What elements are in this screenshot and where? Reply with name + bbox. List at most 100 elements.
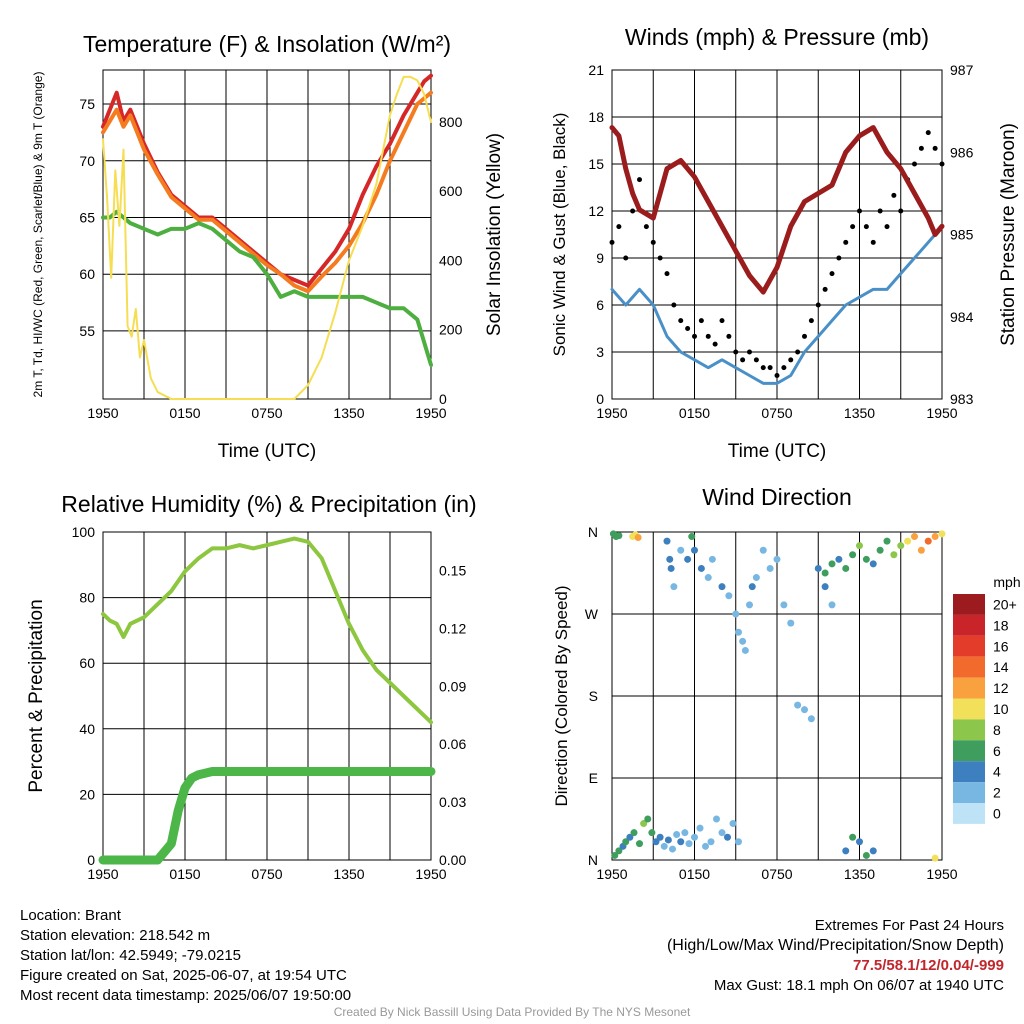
- direction-point: [669, 845, 676, 853]
- winds-y2-axis-label: Station Pressure (Maroon): [998, 123, 1019, 346]
- direction-y-tick-label: N: [588, 524, 598, 540]
- direction-point: [684, 555, 692, 563]
- direction-point: [828, 601, 836, 609]
- legend-swatch: [953, 761, 985, 783]
- direction-point: [876, 546, 884, 554]
- humidity-x-tick-label: 0150: [169, 866, 200, 882]
- direction-point: [828, 560, 836, 568]
- direction-point: [849, 551, 857, 559]
- speed-legend: mph 20+ 18 16 14 12 10 8 6 4 2 0: [953, 574, 1021, 824]
- legend-swatch: [953, 803, 985, 824]
- direction-y-axis-label: Direction (Colored By Speed): [552, 585, 571, 806]
- direction-x-tick-label: 1950: [926, 866, 957, 882]
- legend-label: 14: [993, 659, 1009, 675]
- direction-point: [615, 847, 623, 855]
- legend-label: 16: [993, 638, 1009, 654]
- legend-swatch: [953, 740, 985, 762]
- temperature-series-orange: [101, 90, 433, 294]
- winds-gust-point: [822, 286, 828, 292]
- direction-point: [636, 840, 643, 848]
- direction-point: [670, 583, 678, 591]
- direction-point: [924, 537, 932, 545]
- humidity-series-rh_green: [101, 536, 433, 725]
- direction-point: [681, 829, 689, 837]
- winds-y-tick-label: 18: [588, 109, 604, 125]
- direction-point: [663, 537, 671, 545]
- legend-title: mph: [993, 574, 1020, 590]
- winds-gust-point: [918, 145, 924, 151]
- winds-y-tick-label: 3: [596, 344, 604, 360]
- winds-gust-point: [815, 302, 821, 308]
- extremes-title: Extremes For Past 24 Hours: [814, 917, 1004, 934]
- legend-swatch: [953, 719, 985, 741]
- direction-point: [644, 815, 652, 823]
- direction-point: [630, 829, 638, 837]
- direction-point: [814, 564, 822, 572]
- winds-title: Winds (mph) & Pressure (mb): [625, 24, 929, 50]
- temperature-y2-tick-label: 0: [439, 391, 447, 407]
- winds-gust-point: [884, 224, 890, 230]
- winds-gust-point: [692, 333, 697, 339]
- legend-swatch: [953, 656, 985, 678]
- direction-y-tick-label: W: [585, 606, 599, 622]
- humidity-series-precip_green: [98, 766, 436, 865]
- direction-x-tick-label: 0750: [761, 866, 792, 882]
- direction-point: [931, 533, 939, 541]
- extremes-subtitle: (High/Low/Max Wind/Precipitation/Snow De…: [666, 937, 1004, 954]
- temperature-y-axis-label: 2m T, Td, HI/WC (Red, Green, Scarlet/Blu…: [31, 72, 45, 398]
- humidity-y2-tick-label: 0.12: [439, 620, 466, 636]
- direction-point: [732, 610, 740, 618]
- direction-point: [677, 838, 685, 846]
- humidity-y-tick-label: 60: [79, 655, 95, 671]
- winds-y-axis-label: Sonic Wind & Gust (Blue, Black): [550, 113, 569, 357]
- winds-y-tick-label: 12: [588, 203, 604, 219]
- legend-swatch: [953, 677, 985, 699]
- winds-gust-point: [753, 357, 759, 363]
- winds-x-tick-label: 1350: [844, 405, 875, 421]
- winds-gust-point: [705, 333, 711, 339]
- temperature-x-tick-label: 1950: [87, 405, 118, 421]
- direction-point: [938, 530, 946, 538]
- direction-point: [869, 847, 877, 855]
- direction-point: [849, 833, 857, 841]
- winds-gust-point: [616, 224, 622, 230]
- winds-gust-point: [877, 208, 883, 214]
- humidity-y-axis-label: Percent & Precipitation: [26, 599, 47, 792]
- temperature-y-tick-label: 55: [79, 323, 95, 339]
- winds-gust-point: [857, 208, 862, 214]
- temperature-y-tick-label: 60: [79, 266, 95, 282]
- temperature-y2-axis-label: Solar Insolation (Yellow): [484, 133, 505, 336]
- winds-gust-point: [863, 224, 869, 230]
- humidity-y-tick-label: 100: [72, 524, 96, 540]
- extremes-info: Extremes For Past 24 Hours (High/Low/Max…: [667, 916, 1004, 996]
- humidity-title: Relative Humidity (%) & Precipitation (i…: [61, 491, 476, 517]
- winds-y-tick-label: 9: [596, 250, 604, 266]
- temperature-y-tick-label: 75: [79, 96, 95, 112]
- latlon-text: Station lat/lon: 42.5949; -79.0215: [20, 947, 242, 964]
- winds-y2-tick-label: 984: [950, 309, 974, 325]
- winds-gust-point: [733, 349, 739, 355]
- humidity-y-tick-label: 0: [87, 852, 95, 868]
- legend-label: 2: [993, 785, 1001, 801]
- temperature-y2-tick-label: 400: [439, 252, 463, 268]
- legend-label: 6: [993, 743, 1001, 759]
- direction-point: [673, 830, 681, 838]
- winds-gust-point: [671, 302, 677, 308]
- winds-y-tick-label: 6: [596, 297, 604, 313]
- humidity-x-tick-label: 1950: [87, 866, 118, 882]
- direction-point: [904, 537, 912, 545]
- direction-y-tick-label: S: [589, 688, 598, 704]
- direction-point: [622, 838, 630, 846]
- direction-point: [691, 833, 698, 841]
- temperature-y-tick-label: 65: [79, 209, 95, 225]
- temperature-series-yellow: [102, 75, 432, 400]
- winds-gust-point: [843, 239, 849, 245]
- temperature-y-tick-label: 70: [79, 153, 95, 169]
- direction-point: [787, 619, 795, 627]
- temperature-y2-tick-label: 200: [439, 322, 463, 338]
- humidity-y2-tick-label: 0.09: [439, 678, 466, 694]
- winds-x-axis-label: Time (UTC): [728, 441, 827, 462]
- direction-point: [626, 833, 634, 841]
